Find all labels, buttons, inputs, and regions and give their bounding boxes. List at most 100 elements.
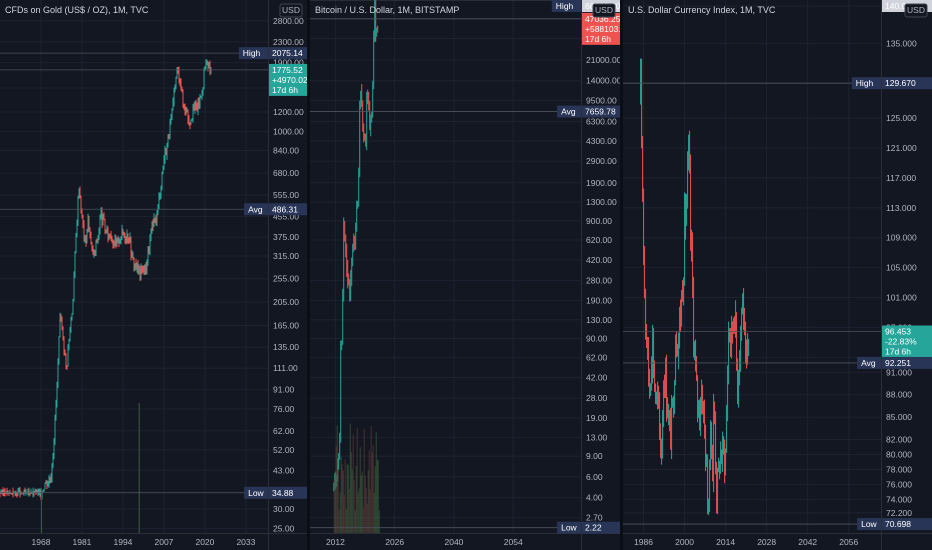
price-label-avg: 486.31 Avg [244, 203, 307, 216]
price-tick-label: 680.00 [273, 168, 299, 178]
currency-badge-bg [904, 3, 928, 18]
line-tag-text: Low [561, 523, 577, 533]
price-axis[interactable]: 135.000 129.670 125.000 121.000 117.000 113.0… [886, 38, 917, 529]
price-tick-label: 90.00 [586, 334, 608, 344]
volume-bar [355, 465, 357, 533]
volume-bars [333, 423, 380, 533]
price-label-text: 2075.14 [272, 48, 303, 58]
price-label-text: 17d 6h [272, 85, 298, 95]
volume-bar [347, 465, 349, 533]
dxy-chart-panel[interactable]: 135.000 129.670 125.000 121.000 117.000 113.0… [623, 0, 932, 550]
price-tick-label: 165.00 [273, 321, 299, 331]
chart-title: Bitcoin / U.S. Dollar, 1M, BITSTAMP [315, 5, 459, 15]
price-label-text: 129.670 [885, 78, 916, 88]
volume-bar [336, 425, 338, 533]
line-tag-text: Low [861, 519, 877, 529]
grid [623, 0, 881, 533]
price-label-text: 17d 6h [885, 347, 911, 357]
candles [640, 58, 750, 516]
volume-bar [341, 464, 343, 533]
time-axis[interactable]: 1986 2000 2014 2028 2042 2056 [634, 537, 858, 547]
price-tick-label: 190.00 [586, 295, 612, 305]
price-tick-label: 28.00 [586, 393, 608, 403]
price-label-text: +588103.13% [585, 24, 620, 34]
price-label-high: 2075.14 High [238, 47, 307, 60]
price-tick-label: 30.00 [273, 504, 295, 514]
time-tick-label: 2056 [839, 537, 858, 547]
volume-bar [333, 479, 335, 533]
price-tick-label: 555.00 [273, 190, 299, 200]
price-label-last: 1775.52+4970.02%17d 6h [269, 63, 307, 96]
time-tick-label: 1968 [32, 537, 51, 547]
line-tag-bg [238, 47, 268, 60]
price-tick-label: 105.000 [886, 263, 917, 273]
price-label-text: 47036.25 [585, 14, 620, 24]
bitcoin-chart-panel[interactable]: 47000.0032000.0021000.0014000.009500.006… [310, 0, 620, 550]
volume-bar [353, 479, 355, 533]
chart-title: U.S. Dollar Currency Index, 1M, TVC [628, 5, 776, 15]
price-label-text: 1775.52 [272, 65, 303, 75]
volume-bar [374, 466, 376, 533]
volume-bar [377, 460, 379, 533]
gold-chart-panel[interactable]: 2800.002300.001900.001500.001200.001000.… [0, 0, 307, 550]
price-tick-label: 2800.00 [273, 16, 304, 26]
price-tick-label: 43.00 [273, 465, 295, 475]
price-tick-label: 255.00 [273, 274, 299, 284]
currency-badge[interactable]: USD [279, 3, 303, 18]
price-label-bg [269, 47, 307, 60]
time-tick-label: 1994 [114, 537, 133, 547]
line-tag-text: Low [248, 488, 264, 498]
price-tick-label: 74.000 [886, 494, 912, 504]
time-tick-label: 2000 [675, 537, 694, 547]
volume-bar [344, 459, 346, 533]
price-label-text: 34.88 [272, 488, 294, 498]
price-label-avg: 92.251 Avg [857, 356, 932, 369]
price-label-avg: 7659.78 Avg [557, 105, 620, 118]
price-tick-label: 21000.00 [586, 55, 620, 65]
price-tick-label: 455.00 [273, 211, 299, 221]
time-axis[interactable]: 1968 1981 1994 2007 2020 2033 [32, 537, 256, 547]
volume-bar [357, 492, 359, 533]
price-axis[interactable]: 2800.002300.001900.001500.001200.001000.… [273, 16, 304, 534]
time-tick-label: 2026 [385, 537, 404, 547]
price-tick-label: 1000.00 [273, 127, 304, 137]
price-label-text: 486.31 [272, 204, 298, 214]
price-tick-label: 2300.00 [273, 37, 304, 47]
price-tick-label: 4300.00 [586, 136, 617, 146]
currency-badge-bg [279, 3, 303, 18]
price-tick-label: 91.000 [886, 367, 912, 377]
time-axis[interactable]: 2012 2026 2040 2054 [326, 537, 523, 547]
price-label-low: 70.698 Low [857, 518, 932, 531]
volume-bar [354, 510, 356, 533]
price-label-text: 96.453 [885, 327, 911, 337]
currency-badge-text: USD [907, 5, 925, 15]
volume-bar [342, 470, 344, 533]
volume-bar [358, 488, 360, 533]
volume-bar [363, 429, 365, 533]
price-tick-label: 2.70 [586, 513, 603, 523]
price-tick-label: 4.00 [586, 493, 603, 503]
price-tick-label: 1200.00 [273, 107, 304, 117]
volume-bar [138, 403, 140, 533]
chart-title: CFDs on Gold (US$ / OZ), 1M, TVC [5, 5, 149, 15]
price-tick-label: 62.00 [586, 353, 608, 363]
currency-badge-text: USD [282, 5, 300, 15]
price-tick-label: 72.200 [886, 508, 912, 518]
line-tag-text: High [243, 48, 261, 58]
time-tick-label: 2012 [326, 537, 345, 547]
price-label-text: -22.83% [885, 337, 917, 347]
price-label-text: 70.698 [885, 519, 911, 529]
price-tick-label: 1900.00 [586, 178, 617, 188]
price-tick-label: 130.00 [586, 315, 612, 325]
panel-divider[interactable] [620, 0, 623, 550]
currency-badge[interactable]: USD [592, 3, 616, 18]
volume-bar [346, 463, 348, 533]
time-tick-label: 1981 [73, 537, 92, 547]
price-label-bg [882, 325, 932, 358]
panel-divider[interactable] [307, 0, 310, 550]
price-axis[interactable]: 47000.0032000.0021000.0014000.009500.006… [586, 14, 620, 523]
price-tick-label: 280.00 [586, 276, 612, 286]
currency-badge[interactable]: USD [904, 3, 928, 18]
price-label-bg [269, 203, 307, 216]
